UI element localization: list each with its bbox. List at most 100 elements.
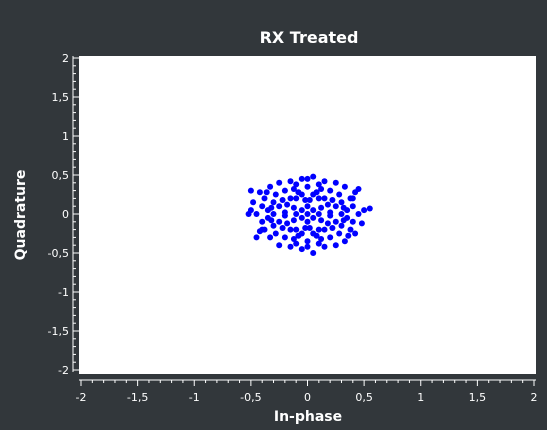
scatter-point <box>304 175 311 182</box>
scatter-point <box>250 199 257 206</box>
scatter-point <box>304 238 311 245</box>
scatter-point <box>321 243 328 250</box>
y-tick-label: -1,5 <box>48 325 69 338</box>
scatter-point <box>253 234 260 241</box>
scatter-point <box>306 225 313 231</box>
scatter-point <box>306 197 313 203</box>
scatter-point <box>310 191 317 198</box>
scatter-point <box>293 195 300 202</box>
scatter-point <box>336 191 343 198</box>
scatter-point <box>259 203 266 210</box>
y-tick-label: 1,5 <box>52 91 70 104</box>
scatter-point <box>293 240 300 247</box>
scatter-point <box>279 197 286 203</box>
scatter-point <box>298 246 305 253</box>
scatter-point <box>332 179 339 186</box>
scatter-point <box>245 211 252 217</box>
scatter-point <box>321 226 328 233</box>
scatter-point <box>345 232 352 239</box>
scatter-point <box>338 211 345 217</box>
scatter-point <box>298 230 305 237</box>
scatter-point <box>318 217 325 224</box>
scatter-point <box>290 236 297 242</box>
x-tick-label: 1 <box>417 391 424 404</box>
x-tick-label: -1,5 <box>127 391 148 404</box>
scatter-point <box>263 189 270 196</box>
scatter-point <box>279 225 286 231</box>
scatter-point <box>349 203 356 210</box>
scatter-point <box>310 250 317 256</box>
x-axis: -2 -1,5 -1 -0,5 0 0,5 1 1,5 2 <box>76 379 538 404</box>
y-axis-title: Quadrature <box>13 170 29 261</box>
scatter-point <box>256 189 263 196</box>
scatter-point <box>261 195 268 202</box>
scatter-point <box>361 207 368 214</box>
scatter-point <box>324 201 331 208</box>
x-tick-label: 1,5 <box>469 391 487 404</box>
scatter-point <box>310 173 317 180</box>
scatter-point <box>329 225 336 231</box>
scatter-point <box>276 218 283 225</box>
scatter-point <box>298 175 305 182</box>
scatter-point <box>321 178 328 185</box>
scatter-point <box>341 238 348 245</box>
scatter-point <box>358 220 365 227</box>
y-axis: -2 -1,5 -1 -0,5 0 0,5 1 1,5 2 <box>48 52 79 377</box>
scatter-point <box>327 234 334 241</box>
scatter-point <box>259 226 266 233</box>
scatter-point <box>281 187 288 194</box>
scatter-point <box>324 220 331 227</box>
chart-title: RX Treated <box>260 28 359 47</box>
scatter-point <box>338 222 345 229</box>
scatter-point <box>310 230 317 237</box>
scatter-point <box>332 218 339 225</box>
scatter-point <box>321 195 328 202</box>
scatter-point <box>304 211 311 217</box>
scatter-point <box>315 240 322 247</box>
scatter-point <box>293 211 300 217</box>
scatter-point <box>318 236 325 242</box>
scatter-point <box>267 234 274 241</box>
scatter-point <box>287 195 294 202</box>
y-tick-label: 0 <box>62 208 69 221</box>
scatter-point <box>327 187 334 194</box>
scatter-point <box>287 226 294 233</box>
x-axis-title: In-phase <box>274 409 342 425</box>
scatter-point <box>304 243 311 250</box>
scatter-point <box>341 183 348 190</box>
scatter-point <box>355 186 362 192</box>
scatter-point <box>318 186 325 192</box>
scatter-point <box>338 199 345 206</box>
scatter-point <box>253 211 260 217</box>
scatter-point <box>259 218 266 225</box>
scatter-point <box>272 191 279 198</box>
scatter-points <box>245 173 373 256</box>
scatter-point <box>349 218 356 225</box>
scatter-point <box>332 203 339 210</box>
x-tick-label: 0,5 <box>355 391 373 404</box>
scatter-point <box>336 230 343 237</box>
y-tick-label: -0,5 <box>48 247 69 260</box>
scatter-point <box>290 204 297 211</box>
scatter-point <box>304 203 311 210</box>
scatter-point <box>315 226 322 233</box>
scatter-point <box>293 226 300 233</box>
scatter-point <box>247 187 254 194</box>
scatter-point <box>298 214 305 221</box>
y-tick-label: 0,5 <box>52 169 70 182</box>
scatter-point <box>287 178 294 185</box>
scatter-point <box>315 211 322 217</box>
scatter-point <box>276 179 283 186</box>
scatter-point <box>352 230 359 237</box>
scatter-point <box>329 197 336 203</box>
scatter-point <box>290 217 297 224</box>
scatter-point <box>270 199 277 206</box>
y-tick-label: -2 <box>58 364 69 377</box>
scatter-point <box>302 225 309 231</box>
scatter-point <box>281 234 288 241</box>
scatter-point <box>315 195 322 202</box>
scatter-point <box>304 183 311 190</box>
scatter-point <box>347 226 354 233</box>
